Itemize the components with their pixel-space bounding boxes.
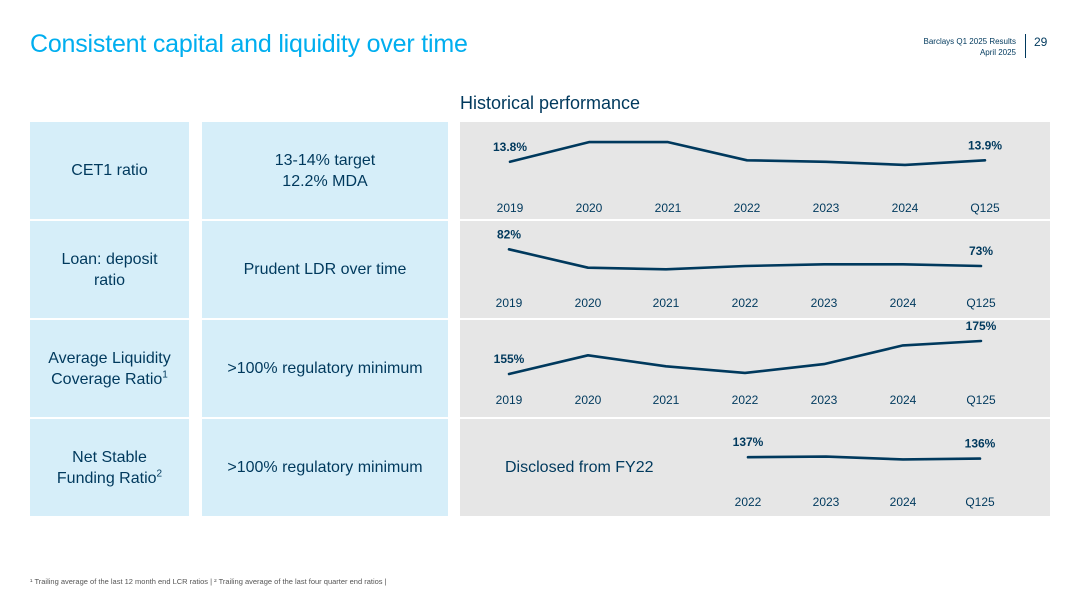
footnote-marker: 1 bbox=[162, 369, 168, 381]
target-cell-nsfr: >100% regulatory minimum bbox=[202, 419, 448, 516]
target-cell-cet1: 13-14% target 12.2% MDA bbox=[202, 122, 448, 219]
target-cell-ldr: Prudent LDR over time bbox=[202, 221, 448, 318]
report-date: April 2025 bbox=[979, 48, 1016, 57]
panel-divider bbox=[460, 417, 1050, 419]
metric-label: Average Liquidity Coverage Ratio bbox=[48, 349, 171, 388]
metric-cell-ldr: Loan: deposit ratio bbox=[30, 221, 189, 318]
section-title: Historical performance bbox=[460, 93, 641, 113]
metric-label: Loan: deposit ratio bbox=[61, 250, 158, 289]
metric-label: CET1 ratio bbox=[71, 162, 148, 179]
target-line: 13-14% target bbox=[274, 151, 376, 169]
header-divider bbox=[1025, 34, 1026, 58]
page-number: 29 bbox=[1034, 35, 1048, 49]
metric-label: Net Stable Funding Ratio bbox=[56, 448, 157, 487]
panel-divider bbox=[460, 318, 1050, 320]
target-line: >100% regulatory minimum bbox=[227, 360, 423, 377]
target-line: 12.2% MDA bbox=[282, 172, 368, 190]
target-cell-lcr: >100% regulatory minimum bbox=[202, 320, 448, 417]
metric-cell-nsfr: Net Stable Funding Ratio2 bbox=[30, 419, 189, 516]
nsfr-disclosure-note: Disclosed from FY22 bbox=[505, 459, 654, 476]
metric-cell-lcr: Average Liquidity Coverage Ratio1 bbox=[30, 320, 189, 417]
target-line: Prudent LDR over time bbox=[243, 261, 407, 278]
metric-cell-cet1: CET1 ratio bbox=[30, 122, 189, 219]
target-line: >100% regulatory minimum bbox=[227, 459, 423, 476]
panel-divider bbox=[460, 219, 1050, 221]
report-header: Barclays Q1 2025 Results April 2025 bbox=[924, 36, 1017, 58]
footnote-marker: 2 bbox=[156, 468, 163, 480]
report-name: Barclays Q1 2025 Results bbox=[923, 37, 1017, 46]
footnote: ¹ Trailing average of the last 12 month … bbox=[30, 577, 387, 586]
page-title: Consistent capital and liquidity over ti… bbox=[30, 30, 468, 58]
